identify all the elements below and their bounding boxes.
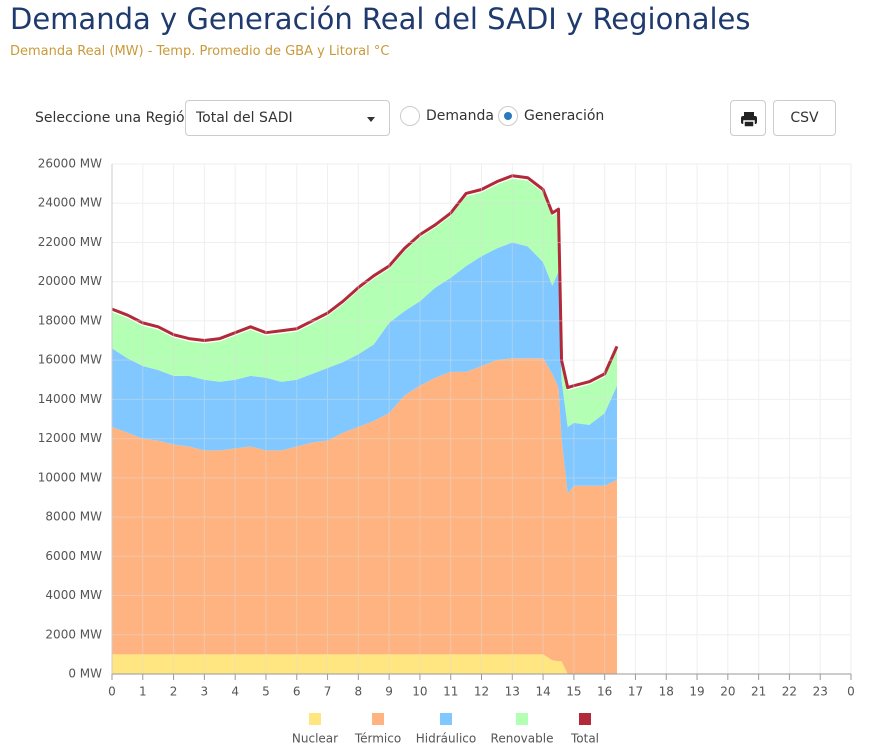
radio-option[interactable]: Demanda bbox=[400, 106, 494, 126]
y-tick-label: 26000 MW bbox=[38, 157, 102, 171]
y-tick-label: 18000 MW bbox=[38, 313, 102, 327]
total-line bbox=[111, 174, 619, 390]
radio-label: Demanda bbox=[426, 108, 494, 124]
x-tick-label: 3 bbox=[201, 685, 209, 699]
y-tick-label: 4000 MW bbox=[45, 588, 102, 602]
x-tick-label: 19 bbox=[689, 685, 704, 699]
x-tick-label: 8 bbox=[355, 685, 363, 699]
legend-label: Nuclear bbox=[292, 732, 338, 746]
legend-swatch bbox=[372, 713, 384, 725]
y-tick-label: 16000 MW bbox=[38, 353, 102, 367]
area bbox=[112, 654, 617, 674]
x-tick-label: 0 bbox=[847, 685, 855, 699]
x-tick-label: 4 bbox=[231, 685, 239, 699]
x-tick-label: 18 bbox=[659, 685, 674, 699]
x-tick-label: 0 bbox=[108, 685, 116, 699]
y-tick-label: 22000 MW bbox=[38, 235, 102, 249]
y-tick-label: 6000 MW bbox=[45, 549, 102, 563]
y-tick-label: 2000 MW bbox=[45, 627, 102, 641]
dropdown-arrow bbox=[367, 117, 375, 122]
legend-label: Total bbox=[570, 732, 599, 746]
x-tick-label: 6 bbox=[293, 685, 301, 699]
y-tick-label: 12000 MW bbox=[38, 431, 102, 445]
x-tick-label: 15 bbox=[566, 685, 581, 699]
x-tick-label: 11 bbox=[443, 685, 458, 699]
radio-option[interactable]: Generación bbox=[498, 106, 604, 126]
region-select[interactable]: Total del SADI bbox=[185, 100, 390, 136]
print-button[interactable] bbox=[730, 100, 766, 136]
region-label: Seleccione una Región bbox=[35, 110, 194, 126]
x-tick-label: 20 bbox=[720, 685, 735, 699]
area bbox=[112, 358, 617, 674]
legend-label: Hidráulico bbox=[416, 732, 476, 746]
legend-swatch bbox=[309, 713, 321, 725]
legend-swatch bbox=[579, 713, 591, 725]
legend-label: Renovable bbox=[491, 732, 554, 746]
x-tick-label: 1 bbox=[139, 685, 147, 699]
y-tick-label: 14000 MW bbox=[38, 392, 102, 406]
page-subtitle: Demanda Real (MW) - Temp. Promedio de GB… bbox=[10, 44, 390, 59]
legend-swatch bbox=[516, 713, 528, 725]
region-value: Total del SADI bbox=[196, 110, 293, 126]
x-tick-label: 14 bbox=[535, 685, 550, 699]
x-tick-label: 21 bbox=[751, 685, 766, 699]
y-tick-label: 20000 MW bbox=[38, 274, 102, 288]
x-tick-label: 16 bbox=[597, 685, 612, 699]
x-tick-label: 9 bbox=[385, 685, 393, 699]
area bbox=[112, 178, 617, 427]
x-tick-label: 7 bbox=[324, 685, 332, 699]
csv-button[interactable]: CSV bbox=[773, 100, 836, 136]
radio-circle bbox=[498, 106, 518, 126]
grid bbox=[111, 163, 852, 675]
x-tick-label: 12 bbox=[474, 685, 489, 699]
legend-swatch bbox=[440, 713, 452, 725]
x-tick-label: 13 bbox=[505, 685, 520, 699]
y-tick-label: 24000 MW bbox=[38, 196, 102, 210]
area bbox=[112, 242, 617, 494]
y-tick-label: 10000 MW bbox=[38, 470, 102, 484]
x-tick-label: 10 bbox=[412, 685, 427, 699]
x-tick-label: 23 bbox=[813, 685, 828, 699]
y-tick-label: 0 MW bbox=[68, 667, 102, 681]
y-tick-label: 8000 MW bbox=[45, 510, 102, 524]
legend-label: Térmico bbox=[354, 732, 401, 746]
x-tick-label: 5 bbox=[262, 685, 270, 699]
x-tick-label: 22 bbox=[782, 685, 797, 699]
x-tick-label: 2 bbox=[170, 685, 178, 699]
radio-circle bbox=[400, 106, 420, 126]
print-icon bbox=[741, 112, 757, 128]
page-title: Demanda y Generación Real del SADI y Reg… bbox=[10, 2, 751, 36]
x-tick-label: 17 bbox=[628, 685, 643, 699]
radio-label: Generación bbox=[524, 108, 605, 124]
